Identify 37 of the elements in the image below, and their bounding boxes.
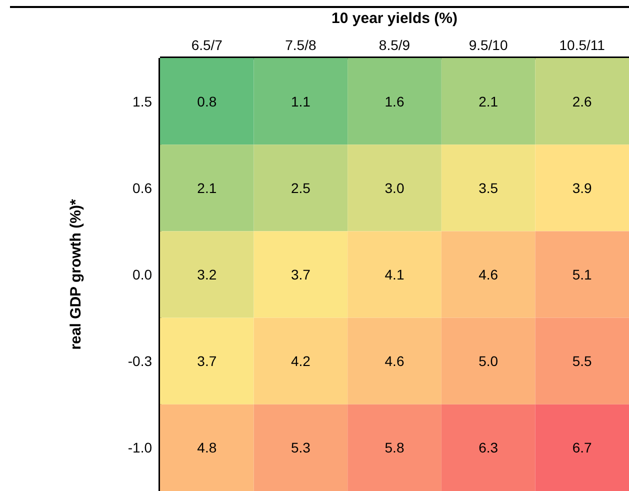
- data-label: 1.6: [384, 93, 404, 110]
- data-label: 3.7: [290, 266, 311, 282]
- y-axis-title: real GDP growth (%)*: [67, 199, 84, 350]
- x-tick-label: 10.5/11: [559, 37, 606, 53]
- data-label: 3.5: [478, 180, 498, 196]
- y-tick-label: 0.6: [132, 180, 152, 196]
- x-tick-label: 7.5/8: [285, 37, 316, 53]
- data-label: 3.7: [197, 353, 217, 370]
- y-tick-label: -0.3: [128, 353, 152, 370]
- data-label: 4.2: [290, 353, 311, 370]
- x-axis-title: 10 year yields (%): [330, 10, 458, 27]
- data-label: 4.6: [478, 266, 498, 282]
- data-label: 1.1: [290, 93, 311, 110]
- data-label: 6.3: [478, 440, 498, 456]
- data-label: 5.3: [290, 440, 311, 456]
- data-label: 4.8: [197, 440, 217, 456]
- data-label: 3.0: [384, 180, 404, 196]
- y-tick-label: -1.0: [128, 440, 152, 456]
- data-label: 5.0: [478, 353, 498, 370]
- y-tick-label: 1.5: [132, 93, 152, 110]
- data-label: 0.8: [197, 93, 217, 110]
- data-label: 6.7: [572, 440, 592, 456]
- data-label: 2.6: [572, 93, 592, 110]
- x-tick-label: 6.5/7: [191, 37, 223, 53]
- data-label: 2.5: [290, 180, 311, 196]
- data-label: 3.9: [572, 180, 592, 196]
- x-tick-label: 9.5/10: [468, 37, 508, 53]
- data-label: 5.5: [572, 353, 592, 370]
- data-label: 3.2: [197, 266, 217, 282]
- data-label: 4.6: [384, 353, 404, 370]
- data-label: 4.1: [384, 266, 404, 282]
- data-label: 2.1: [478, 93, 498, 110]
- y-tick-label: 0.0: [132, 266, 152, 282]
- data-label: 5.1: [572, 266, 592, 282]
- data-label: 5.8: [384, 440, 404, 456]
- x-tick-label: 8.5/9: [378, 37, 410, 53]
- data-label: 2.1: [197, 180, 217, 196]
